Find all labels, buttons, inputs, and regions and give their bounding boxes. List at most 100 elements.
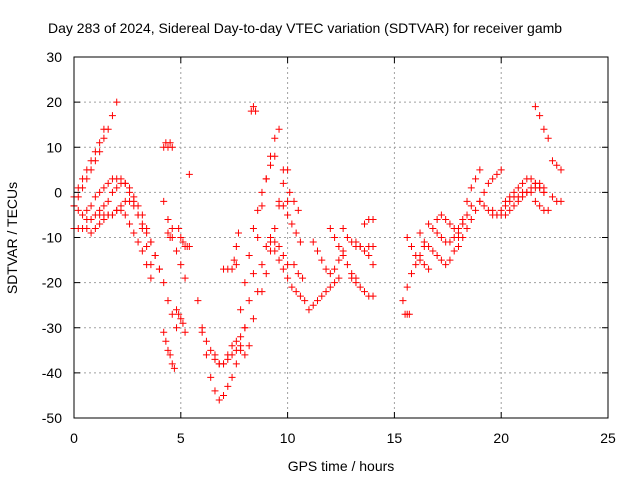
- data-point: [74, 184, 82, 192]
- data-point: [284, 274, 292, 282]
- data-point: [531, 179, 539, 187]
- data-point: [258, 202, 266, 210]
- data-point: [557, 166, 565, 174]
- data-point: [476, 197, 484, 205]
- data-point: [540, 125, 548, 133]
- series-arc-25: [290, 261, 307, 282]
- data-point: [403, 234, 411, 241]
- chart-title: Day 283 of 2024, Sidereal Day-to-day VTE…: [48, 20, 562, 36]
- data-point: [271, 134, 279, 142]
- data-point: [87, 157, 95, 165]
- data-point: [352, 279, 360, 287]
- data-point: [544, 134, 552, 142]
- data-point: [519, 179, 527, 187]
- data-point: [164, 346, 172, 354]
- data-point: [352, 238, 360, 246]
- data-point: [279, 202, 287, 210]
- data-point: [175, 310, 183, 318]
- data-point: [472, 175, 480, 183]
- series-arc-7: [160, 139, 176, 151]
- data-point: [249, 224, 257, 232]
- series-arc-46: [548, 193, 565, 205]
- data-point: [296, 238, 304, 246]
- data-point: [314, 247, 322, 255]
- series-arc-15: [198, 238, 292, 368]
- data-point: [318, 256, 326, 264]
- data-point: [284, 211, 292, 219]
- data-point: [234, 229, 242, 237]
- data-point: [275, 197, 283, 205]
- data-point: [339, 252, 347, 260]
- data-point: [267, 161, 275, 169]
- data-point: [425, 220, 433, 228]
- data-point: [476, 166, 484, 174]
- data-point: [407, 243, 415, 251]
- data-point: [147, 238, 155, 246]
- data-point: [220, 391, 228, 399]
- series-arc-11: [175, 224, 193, 251]
- data-point: [314, 297, 322, 305]
- data-point: [134, 238, 142, 246]
- data-point: [198, 328, 206, 336]
- data-point: [241, 279, 249, 287]
- data-point: [484, 179, 492, 187]
- data-point: [181, 274, 189, 282]
- data-point: [433, 252, 441, 260]
- data-point: [331, 234, 339, 241]
- data-point: [301, 297, 309, 305]
- data-point: [202, 351, 210, 359]
- data-point: [168, 143, 176, 151]
- data-point: [162, 337, 170, 345]
- data-point: [514, 197, 522, 205]
- series-arc-37: [425, 220, 462, 246]
- series-arc-24: [286, 188, 302, 214]
- data-point: [254, 206, 262, 214]
- data-point: [160, 197, 168, 205]
- data-point: [232, 243, 240, 251]
- series-arc-27: [309, 238, 347, 278]
- data-point: [331, 265, 339, 273]
- data-point: [108, 188, 116, 196]
- y-tick-label: -10: [42, 230, 62, 246]
- data-point: [437, 211, 445, 219]
- data-point: [309, 238, 317, 246]
- data-point: [510, 188, 518, 196]
- y-tick-label: 30: [46, 49, 62, 65]
- data-point: [168, 310, 176, 318]
- data-point: [177, 234, 185, 241]
- data-point: [399, 297, 407, 305]
- data-point: [305, 306, 313, 314]
- data-point: [446, 256, 454, 264]
- series-arc-32: [360, 215, 377, 228]
- data-point: [506, 206, 514, 214]
- series-arc-4: [83, 175, 155, 269]
- data-point: [425, 243, 433, 251]
- data-point: [433, 215, 441, 223]
- data-point: [230, 256, 238, 264]
- data-point: [185, 243, 193, 251]
- data-point: [472, 206, 480, 214]
- data-point: [224, 382, 232, 390]
- series-arc-22: [267, 234, 309, 305]
- data-point: [416, 256, 424, 264]
- data-point: [292, 288, 300, 296]
- data-point: [100, 125, 108, 133]
- data-point: [185, 170, 193, 178]
- y-tick-label: 10: [46, 139, 62, 155]
- data-point: [160, 328, 168, 336]
- data-point: [544, 206, 552, 214]
- data-point: [138, 247, 146, 255]
- data-point: [143, 229, 151, 237]
- data-point: [100, 202, 108, 210]
- data-point: [279, 252, 287, 260]
- data-point: [318, 292, 326, 300]
- data-point: [91, 148, 99, 156]
- data-point: [407, 270, 415, 278]
- x-tick-label: 5: [177, 430, 185, 446]
- data-point: [143, 261, 151, 269]
- data-point: [108, 211, 116, 219]
- series-arc-20: [247, 103, 260, 115]
- data-point: [130, 229, 138, 237]
- data-point: [143, 243, 151, 251]
